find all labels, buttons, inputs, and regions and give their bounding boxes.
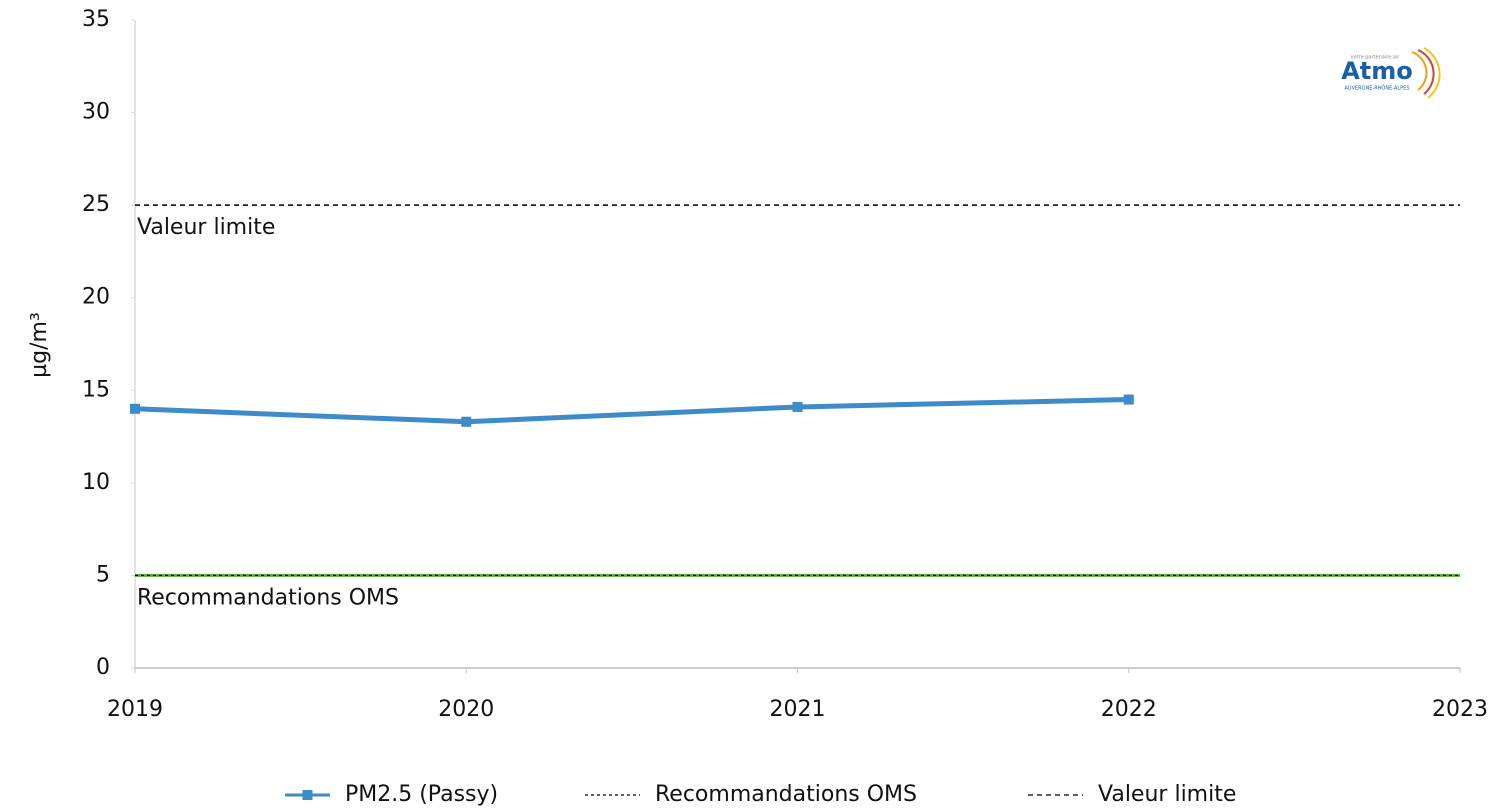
logo-tagline: votre partenaire air [1351, 55, 1401, 61]
y-tick-label: 35 [82, 7, 110, 32]
y-tick-label: 10 [82, 470, 110, 495]
x-tick-label: 2021 [770, 697, 826, 722]
series-line [134, 397, 1129, 425]
logo-name: Atmo [1341, 57, 1413, 85]
point [461, 416, 472, 427]
y-tick-label: 15 [82, 377, 110, 402]
legend-marker [302, 790, 313, 800]
y-tick-label: 30 [82, 100, 110, 125]
y-tick-label: 25 [82, 192, 110, 217]
x-tick-label: 2022 [1101, 697, 1157, 722]
point [130, 403, 140, 414]
x-tick-label: 2023 [1432, 697, 1488, 722]
annotation: Recommandations OMS [137, 585, 399, 610]
legend-label: Valeur limite [1098, 782, 1236, 807]
y-tick-label: 20 [82, 285, 110, 310]
logo: votre partenaire air Atmo AUVERGNE-RHÔNE… [1341, 47, 1441, 99]
legend-label: PM2.5 (Passy) [345, 782, 498, 807]
legend-label: Recommandations OMS [655, 782, 917, 807]
annotation: Valeur limite [137, 215, 275, 240]
y-axis-label: µg/m³ [27, 312, 52, 378]
x-tick-label: 2020 [438, 697, 494, 722]
point [1123, 394, 1134, 405]
point [792, 401, 803, 412]
x-tick-label: 2019 [107, 697, 163, 722]
y-tick-label: 5 [96, 562, 110, 587]
y-tick-label: 0 [96, 655, 110, 680]
logo-region: AUVERGNE-RHÔNE-ALPES [1344, 85, 1409, 92]
